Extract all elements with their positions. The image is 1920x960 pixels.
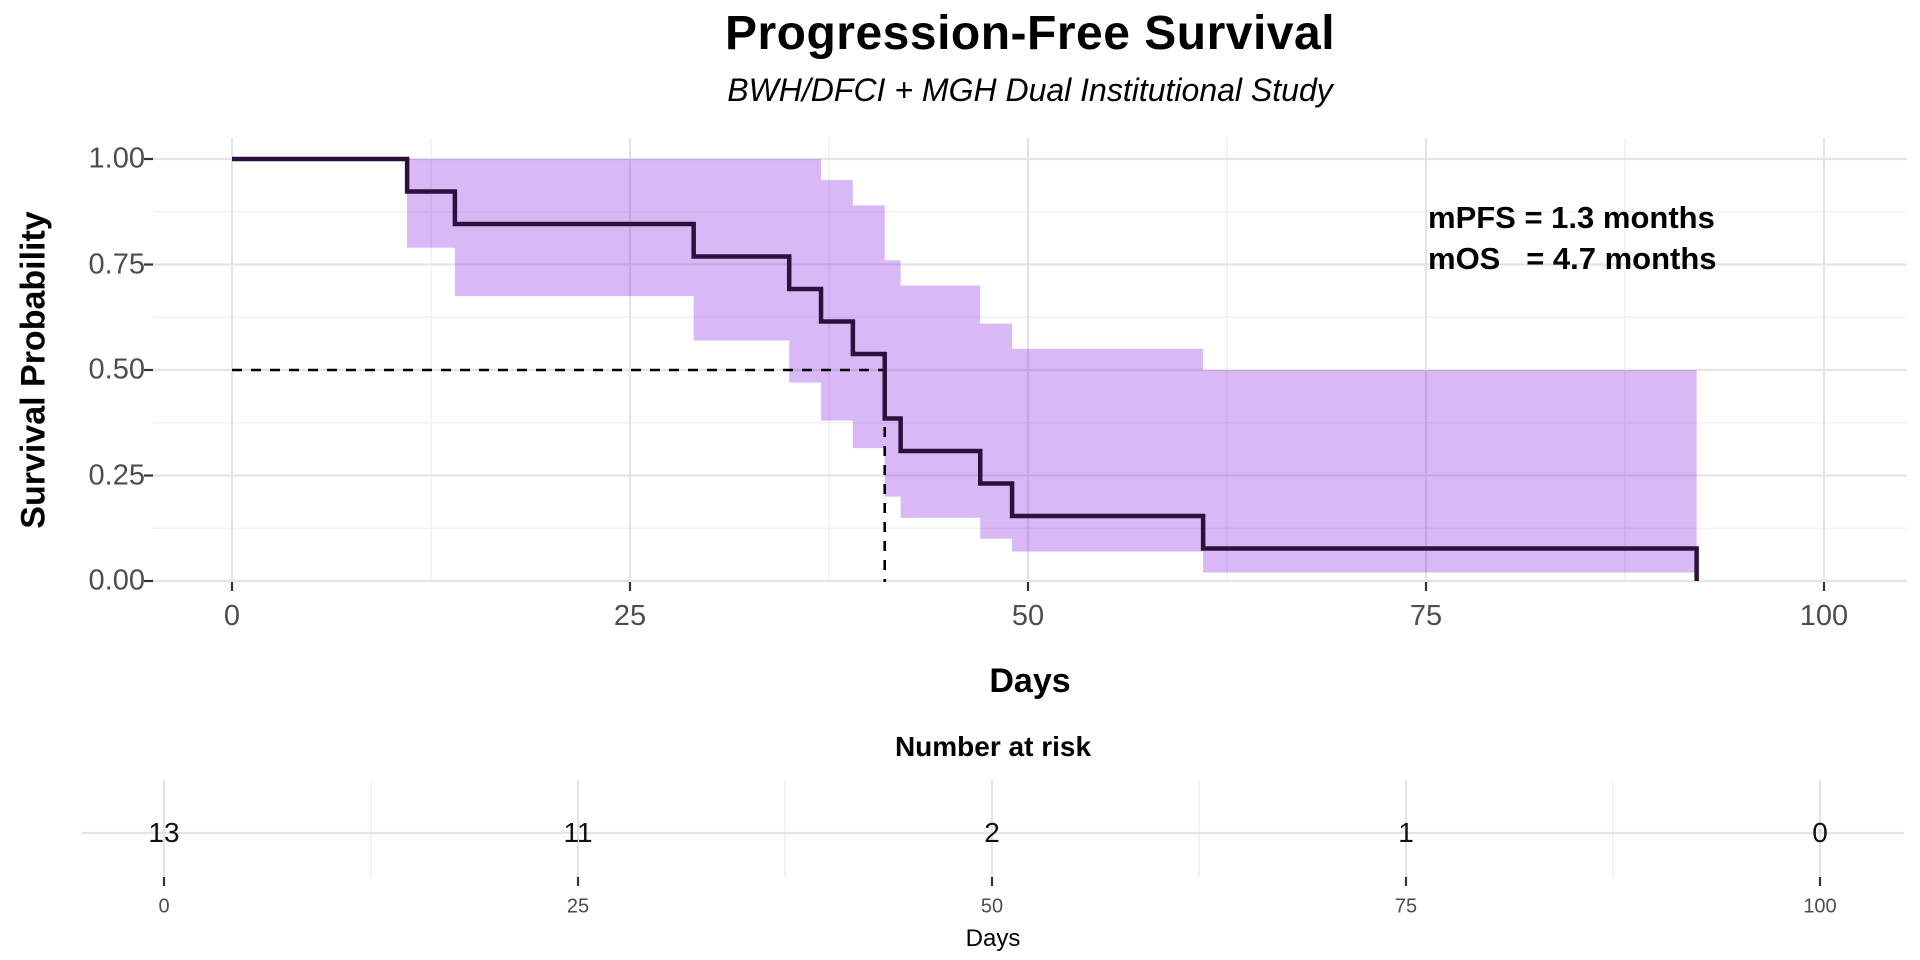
risk-axis-title: Days: [965, 925, 1021, 952]
x-tick-label-50: 50: [1011, 600, 1045, 632]
risk-axis-tick-75: 75: [1394, 895, 1418, 918]
chart-subtitle: BWH/DFCI + MGH Dual Institutional Study: [727, 72, 1333, 108]
confidence-ribbon: [407, 159, 1697, 573]
risk-table-gridlines: [82, 780, 1904, 877]
x-tick-label-25: 25: [613, 600, 647, 632]
risk-axis-tick-0: 0: [158, 895, 170, 918]
risk-count-day0: 13: [148, 817, 180, 848]
gridlines-major: [153, 138, 1907, 583]
y-tick-label-1.00: 1.00: [88, 142, 145, 175]
risk-axis-tick-50: 50: [980, 895, 1004, 918]
risk-axis-tick-25: 25: [566, 895, 590, 918]
chart-title: Progression-Free Survival: [724, 7, 1336, 60]
risk-count-day50: 2: [984, 817, 1000, 848]
y-tick-label-0.00: 0.00: [88, 564, 145, 597]
x-tick-label-75: 75: [1409, 600, 1443, 632]
y-tick-label-0.25: 0.25: [88, 459, 145, 491]
mpfs-annotation: mPFS = 1.3 months: [1428, 200, 1715, 235]
risk-table-title: Number at risk: [894, 731, 1092, 762]
mos-annotation: mOS = 4.7 months: [1428, 241, 1717, 276]
risk-count-day100: 0: [1812, 817, 1828, 848]
x-axis-title: Days: [989, 662, 1071, 700]
median-dashed-lines: [232, 368, 887, 582]
y-tick-label-0.75: 0.75: [88, 248, 145, 280]
y-tick-label-0.50: 0.50: [88, 353, 145, 386]
survival-step-curve: [232, 156, 1699, 581]
x-tick-label-100: 100: [1799, 600, 1849, 632]
gridlines-minor: [153, 138, 1907, 582]
x-tick-label-0: 0: [223, 600, 241, 632]
risk-count-day25: 11: [563, 817, 593, 848]
median-annotation: mPFS = 1.3 months mOS = 4.7 months: [1428, 197, 1717, 279]
axis-tick-marks: [144, 157, 1826, 886]
risk-axis-tick-100: 100: [1803, 895, 1837, 918]
risk-count-day75: 1: [1398, 817, 1414, 848]
